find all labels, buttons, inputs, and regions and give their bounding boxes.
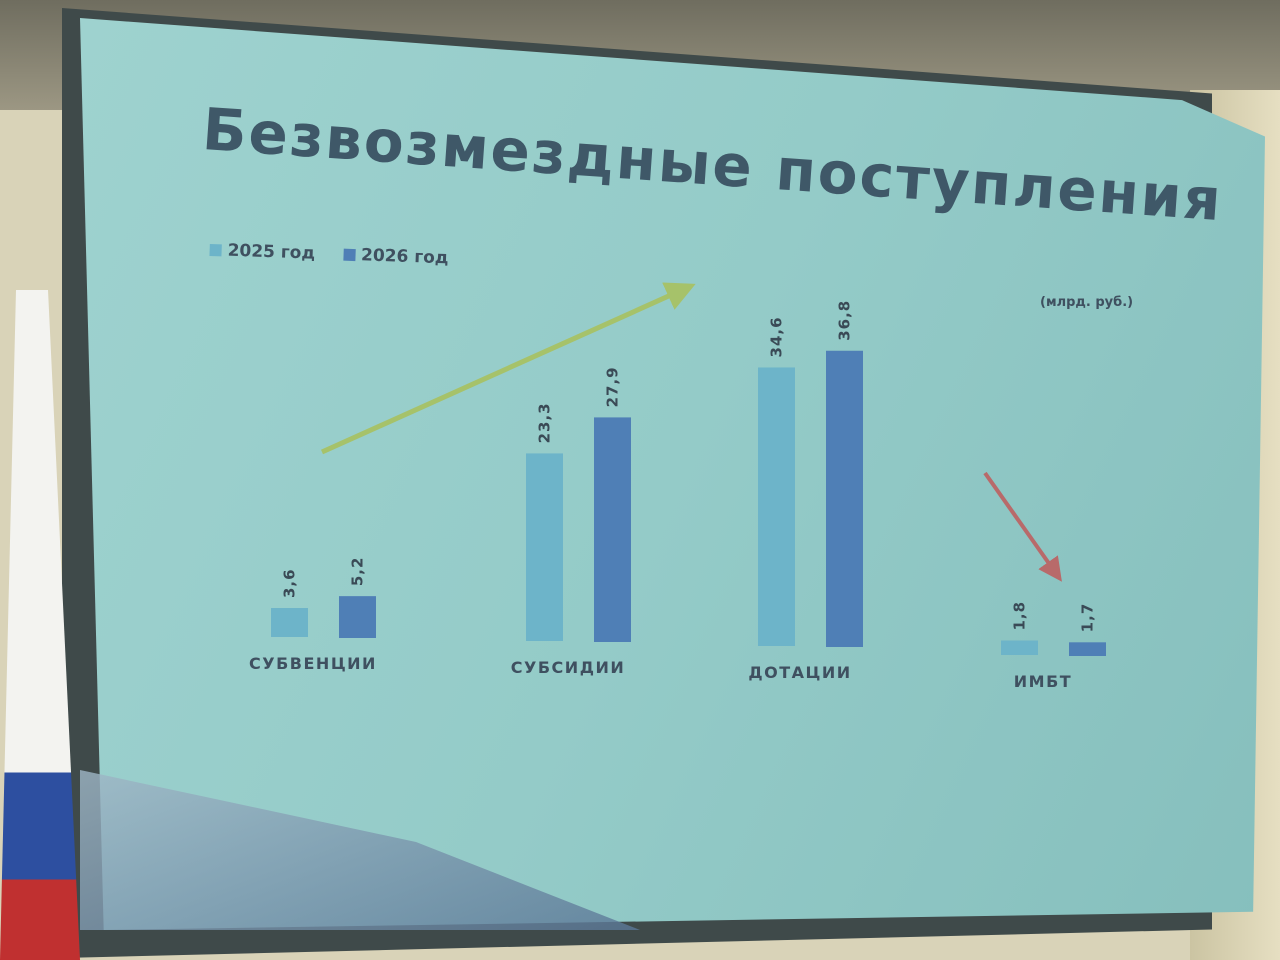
bar-2026-год-0: [339, 596, 376, 638]
data-label: 34,6: [768, 316, 786, 357]
category-label: ИМБТ: [1014, 672, 1072, 691]
data-label: 36,8: [836, 300, 854, 341]
data-label: 27,9: [604, 366, 622, 407]
data-label: 1,7: [1079, 603, 1097, 633]
bar-2025-год-0: [271, 608, 308, 637]
bar-2025-год-1: [526, 453, 563, 641]
trend-up-arrow: [320, 282, 696, 455]
bar-2025-год-2: [758, 367, 795, 646]
category-label: СУБСИДИИ: [511, 658, 625, 677]
data-label: 1,8: [1011, 601, 1029, 631]
category-label: СУБВЕНЦИИ: [249, 654, 377, 673]
data-label: 5,2: [349, 557, 367, 587]
data-label: 3,6: [281, 568, 299, 598]
projection-screen: [80, 18, 1265, 930]
data-label: 23,3: [536, 402, 554, 443]
bar-2025-год-3: [1001, 640, 1038, 655]
bar-2026-год-2: [826, 350, 863, 647]
trend-down-arrow: [983, 471, 1062, 582]
category-label: ДОТАЦИИ: [748, 663, 851, 682]
bar-2026-год-1: [594, 417, 631, 642]
unit-label: (млрд. руб.): [1040, 295, 1134, 310]
bar-2026-год-3: [1069, 642, 1106, 656]
